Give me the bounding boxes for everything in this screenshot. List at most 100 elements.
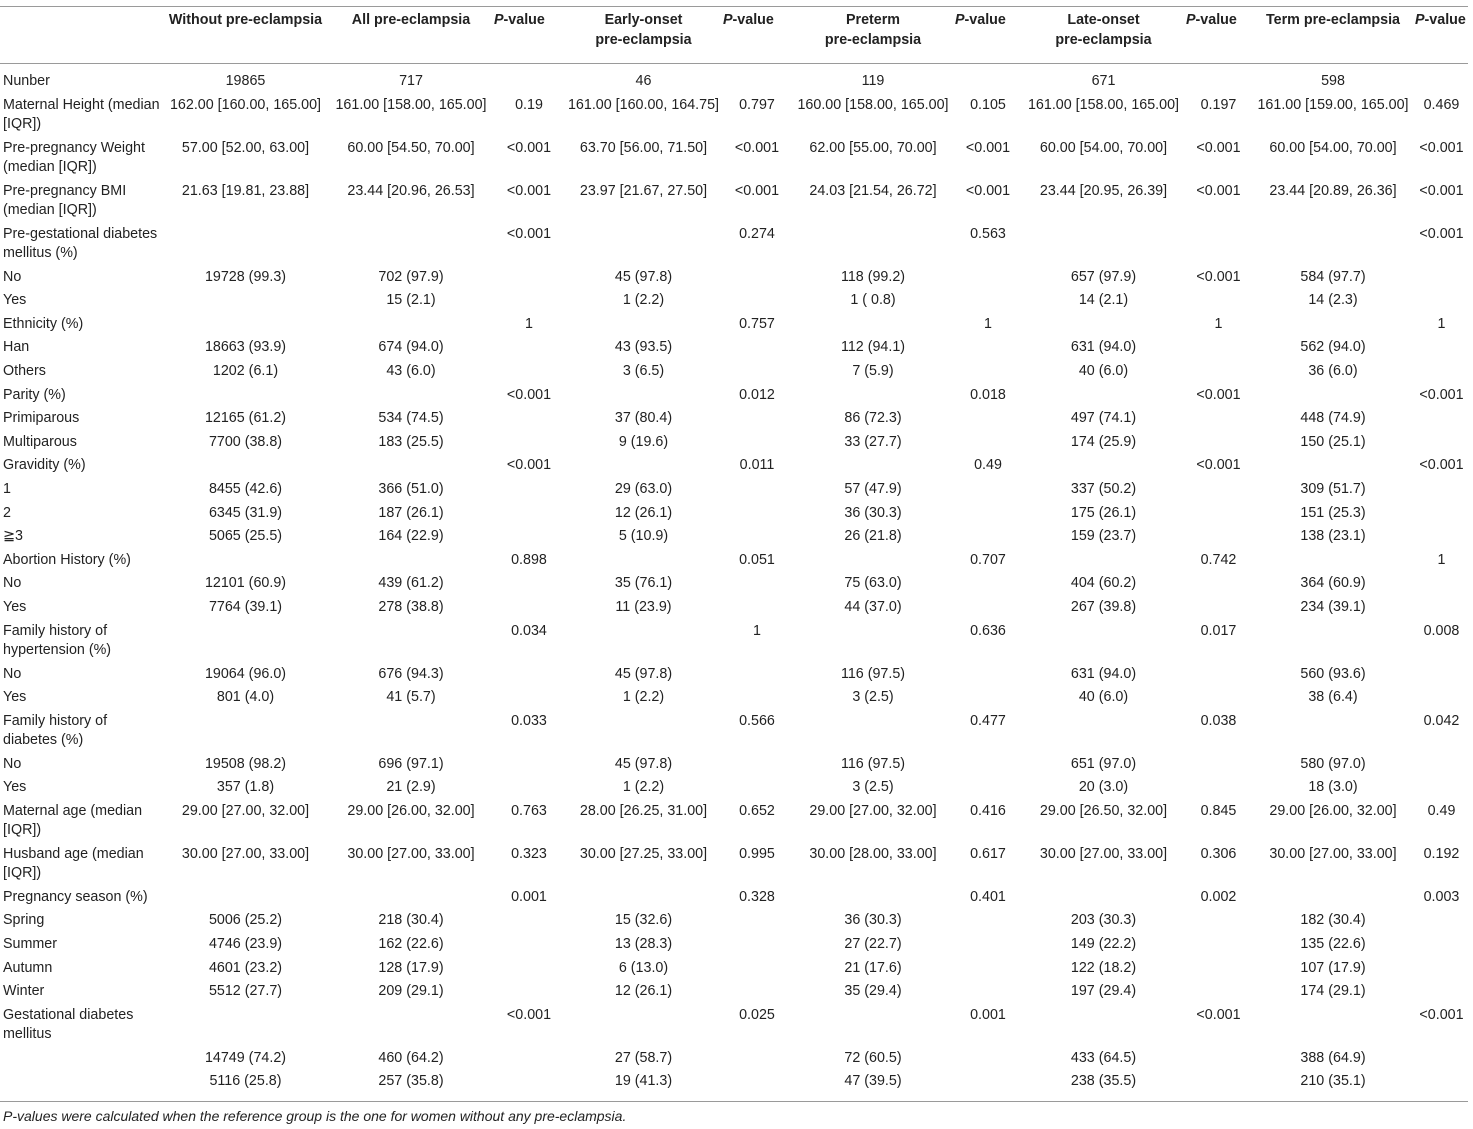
p-value-cell xyxy=(494,688,564,712)
value-cell: 234 (39.1) xyxy=(1300,598,1366,615)
value-cell xyxy=(1021,315,1186,339)
p-value-cell xyxy=(723,268,791,292)
value-cell xyxy=(328,225,494,268)
value-cell: 27 (58.7) xyxy=(614,1049,673,1066)
p-value-cell xyxy=(723,291,791,315)
value-cell: 60.00 [54.50, 70.00] xyxy=(347,139,475,156)
p-value-cell xyxy=(494,665,564,689)
value-cell: 151 (25.3) xyxy=(1300,504,1366,521)
p-value-cell: <0.001 xyxy=(734,182,780,199)
p-value-cell: 0.197 xyxy=(1200,96,1237,113)
value-cell: 182 (30.4) xyxy=(1300,912,1366,929)
p-value-cell: 0.757 xyxy=(739,315,775,332)
value-cell: 162 (22.6) xyxy=(378,936,444,953)
p-value-cell: 0.034 xyxy=(511,622,547,639)
p-value-cell: 0.042 xyxy=(1423,712,1460,729)
p-value-cell xyxy=(1186,982,1251,1006)
p-value-cell xyxy=(1186,598,1251,622)
p-value-cell: <0.001 xyxy=(1419,1006,1464,1023)
p-value-cell xyxy=(1415,665,1468,689)
p-value-cell xyxy=(1186,1072,1251,1096)
value-cell: 174 (25.9) xyxy=(1070,433,1137,450)
p-value-cell xyxy=(1415,409,1468,433)
value-cell: 364 (60.9) xyxy=(1300,575,1366,592)
row-label: No xyxy=(3,755,22,772)
row-label: Parity (%) xyxy=(3,386,66,403)
p-value-cell xyxy=(1186,959,1251,983)
p-value-cell: 0.563 xyxy=(970,225,1006,242)
p-value-cell xyxy=(494,778,564,802)
table-row: Summer 4746 (23.9) 162 (22.6) 13 (28.3) 27 (… xyxy=(0,935,1468,959)
value-cell: 18 (3.0) xyxy=(1308,779,1358,796)
row-label: Family history of diabetes (%) xyxy=(3,712,108,749)
p-value-cell xyxy=(1186,291,1251,315)
table-body: Nunber 19865 717 46 119 671 598 Maternal Height… xyxy=(0,64,1468,1096)
value-cell xyxy=(1021,456,1186,480)
value-cell: 63.70 [56.00, 71.50] xyxy=(579,139,708,156)
value-cell: 118 (99.2) xyxy=(840,268,906,285)
value-cell xyxy=(564,888,723,912)
value-cell: 162.00 [160.00, 165.00] xyxy=(169,96,322,113)
value-cell: 45 (97.8) xyxy=(614,268,673,285)
value-cell: 21 (2.9) xyxy=(386,779,436,796)
p-value-cell xyxy=(1415,982,1468,1006)
table-row: Pre-pregnancy BMI (median [IQR]) 21.63 [1… xyxy=(0,182,1468,225)
value-cell: 29 (63.0) xyxy=(614,480,673,497)
value-cell: 41 (5.7) xyxy=(386,689,436,706)
value-cell: 448 (74.9) xyxy=(1300,410,1366,427)
value-cell: 107 (17.9) xyxy=(1300,959,1366,976)
p-value-cell: <0.001 xyxy=(1419,182,1464,199)
p-value-cell: 0.845 xyxy=(1200,802,1237,819)
value-cell: 174 (29.1) xyxy=(1300,983,1366,1000)
p-value-cell xyxy=(1186,665,1251,689)
value-cell xyxy=(564,315,723,339)
value-cell: 1 (2.2) xyxy=(622,689,665,706)
p-value-cell xyxy=(723,338,791,362)
value-cell xyxy=(328,622,494,665)
value-cell: 651 (97.0) xyxy=(1070,755,1137,772)
value-cell xyxy=(328,386,494,410)
value-cell: 7700 (38.8) xyxy=(208,433,283,450)
header-p-value-4: P-value xyxy=(1186,12,1237,28)
p-value-cell xyxy=(1186,755,1251,779)
p-value-cell: 0.477 xyxy=(970,712,1006,729)
value-cell: 631 (94.0) xyxy=(1070,665,1137,682)
p-value-cell: 0.018 xyxy=(970,386,1006,403)
p-value-cell xyxy=(494,1049,564,1073)
table-row: Multiparous 7700 (38.8) 183 (25.5) 9 (19.6)… xyxy=(0,433,1468,457)
row-label: ≧3 xyxy=(3,528,23,545)
p-value-cell xyxy=(723,433,791,457)
p-value-cell xyxy=(955,362,1021,386)
p-value-cell xyxy=(955,755,1021,779)
value-cell: 75 (63.0) xyxy=(844,575,902,592)
value-cell: 28.00 [26.25, 31.00] xyxy=(579,802,708,819)
p-value-cell xyxy=(1415,778,1468,802)
value-cell: 161.00 [158.00, 165.00] xyxy=(335,96,487,113)
value-cell: 1 ( 0.8) xyxy=(850,292,896,309)
value-cell: 60.00 [54.00, 70.00] xyxy=(1269,139,1397,156)
p-value-cell: <0.001 xyxy=(506,457,552,474)
p-value-cell xyxy=(955,935,1021,959)
value-cell: 29.00 [27.00, 32.00] xyxy=(809,802,937,819)
value-cell xyxy=(1251,712,1415,755)
p-value-cell xyxy=(723,911,791,935)
value-cell: 702 (97.9) xyxy=(378,268,444,285)
value-cell: 19 (41.3) xyxy=(614,1073,673,1090)
p-value-cell xyxy=(955,665,1021,689)
p-value-cell: 0.003 xyxy=(1423,888,1460,905)
p-value-cell xyxy=(723,598,791,622)
table-row: Yes 801 (4.0) 41 (5.7) 1 (2.2) 3 (2.5) 40 (6.… xyxy=(0,688,1468,712)
p-value-cell xyxy=(955,598,1021,622)
value-cell xyxy=(163,386,328,410)
value-cell: 1 (2.2) xyxy=(622,779,665,796)
p-value-cell xyxy=(494,598,564,622)
p-value-cell: <0.001 xyxy=(965,182,1011,199)
p-value-cell xyxy=(723,959,791,983)
table-row: No 19728 (99.3) 702 (97.9) 45 (97.8) 118 (99… xyxy=(0,268,1468,292)
p-value-cell: 0.995 xyxy=(739,845,775,862)
row-label: Yes xyxy=(3,779,27,796)
p-value-cell xyxy=(1415,527,1468,551)
value-cell xyxy=(791,315,955,339)
p-value-cell xyxy=(1186,935,1251,959)
value-cell: 29.00 [26.50, 32.00] xyxy=(1039,802,1168,819)
